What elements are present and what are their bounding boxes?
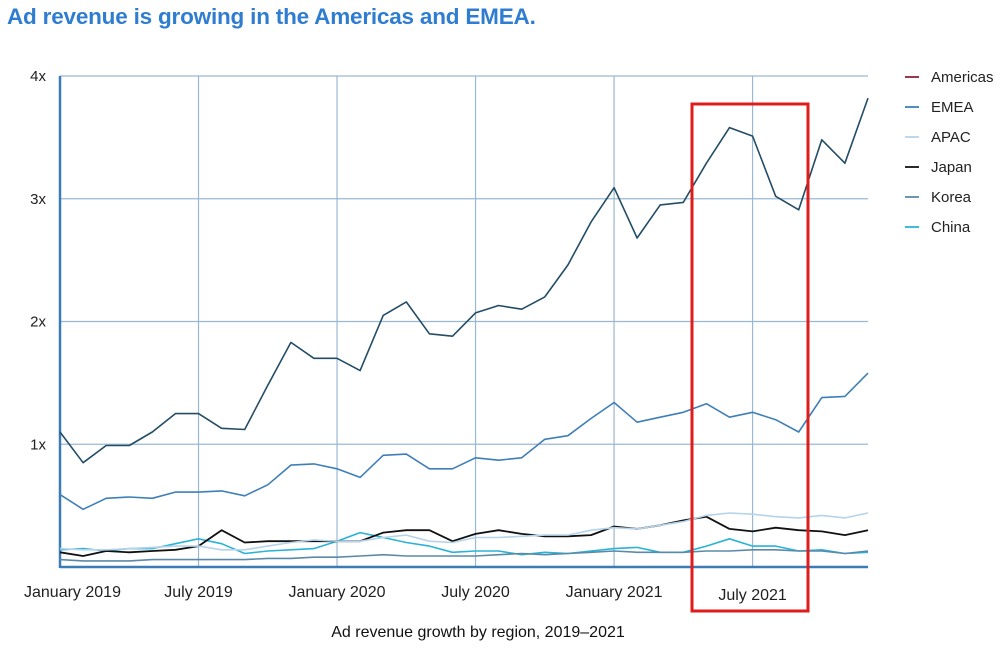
series-line-apac [59, 512, 869, 551]
x-tick-label: July 2020 [441, 584, 510, 601]
series-line-emea [59, 372, 869, 511]
legend-label-emea: EMEA [931, 99, 974, 116]
legend-label-china: China [931, 219, 971, 236]
highlight-rectangle [690, 102, 810, 613]
legend-label-japan: Japan [931, 159, 972, 176]
series-line-china [59, 531, 869, 556]
x-tick-label: January 2020 [289, 584, 386, 601]
y-tick-label: 2x [30, 314, 46, 331]
x-tick-label: July 2019 [164, 584, 233, 601]
series-lines [59, 97, 869, 562]
chart-legend: Americas EMEA APAC Japan Korea China [905, 69, 994, 236]
series-line-korea [59, 549, 869, 562]
x-axis-ticks: January 2019 July 2019 January 2020 July 20… [24, 584, 787, 604]
chart-axes [58, 76, 868, 569]
legend-label-korea: Korea [931, 189, 972, 206]
y-tick-label: 4x [30, 68, 46, 85]
x-tick-label: January 2019 [24, 584, 121, 601]
series-line-americas [59, 97, 869, 464]
y-tick-label: 3x [30, 191, 46, 208]
x-tick-label: January 2021 [566, 584, 663, 601]
highlight-box [690, 102, 810, 613]
legend-label-americas: Americas [931, 69, 994, 86]
chart-caption: Ad revenue growth by region, 2019–2021 [331, 624, 625, 641]
y-tick-label: 1x [30, 436, 46, 453]
page-title: Ad revenue is growing in the Americas an… [7, 4, 536, 29]
grid-lines [60, 75, 868, 567]
y-axis-ticks: 1x 2x 3x 4x [30, 68, 46, 453]
legend-label-apac: APAC [931, 129, 971, 146]
x-tick-label: July 2021 [718, 587, 787, 604]
